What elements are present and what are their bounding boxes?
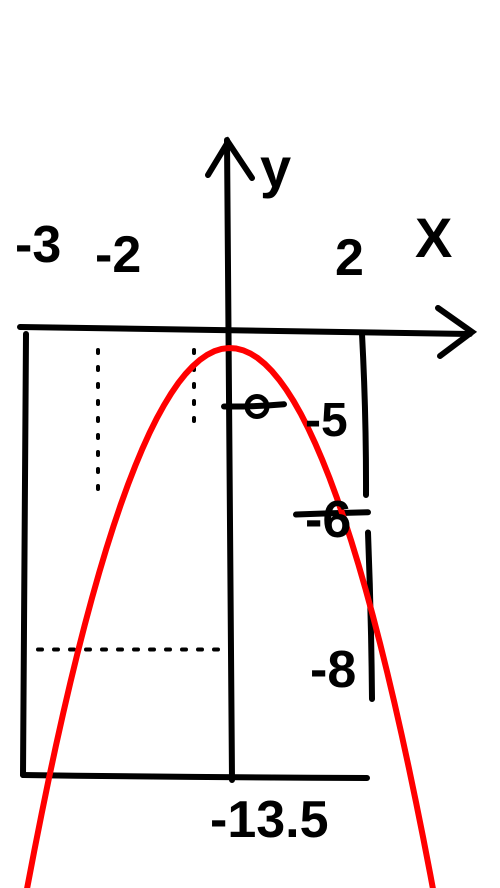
- xtick-neg3: -3: [15, 215, 61, 275]
- xtick-neg2: -2: [95, 225, 141, 285]
- parabola-chart: [0, 0, 500, 888]
- xtick-pos2: 2: [335, 228, 364, 288]
- x-axis: [20, 327, 470, 334]
- y-axis-label: y: [260, 135, 291, 200]
- ytick-neg6: -6: [305, 490, 351, 550]
- ytick-neg8: -8: [310, 640, 356, 700]
- box-bottom: [23, 775, 367, 778]
- segment-neg5: [224, 404, 284, 406]
- box-right: [362, 334, 366, 495]
- ytick-neg13-5: -13.5: [210, 790, 329, 850]
- ytick-neg5: -5: [305, 393, 348, 448]
- x-axis-label: X: [415, 205, 452, 270]
- y-axis: [227, 140, 232, 780]
- box-left: [23, 334, 26, 775]
